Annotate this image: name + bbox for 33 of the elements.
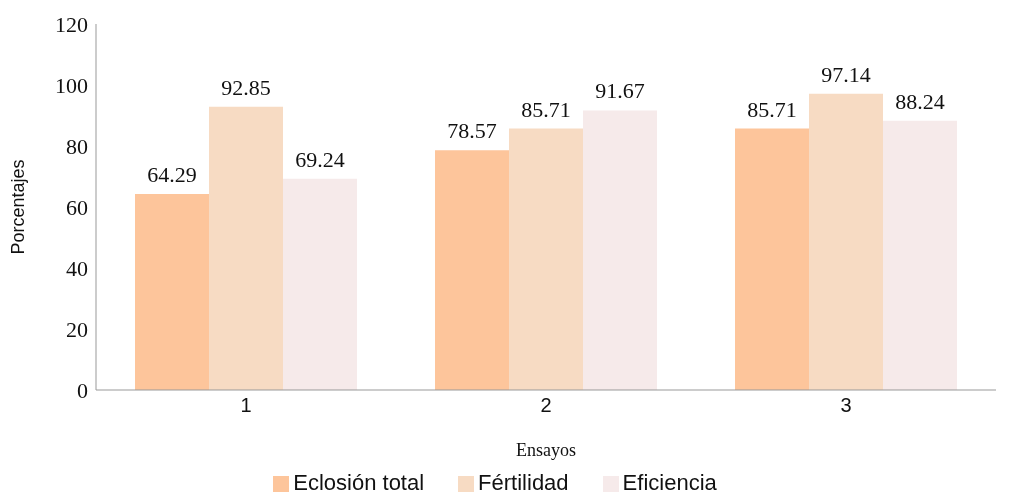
data-label: 69.24: [295, 146, 345, 172]
bar: [209, 106, 283, 390]
bar: [883, 120, 957, 390]
y-tick-label: 40: [66, 255, 88, 281]
data-label: 78.57: [447, 118, 497, 144]
data-label: 91.67: [595, 78, 645, 104]
x-tick-label: 2: [540, 394, 552, 417]
data-label: 85.71: [747, 96, 797, 122]
y-tick-label: 0: [77, 377, 88, 403]
bar: [809, 93, 883, 390]
data-label: 85.71: [521, 96, 571, 122]
legend-label: Eclosión total: [293, 470, 425, 495]
data-label: 92.85: [221, 74, 271, 100]
y-tick-label: 20: [66, 316, 88, 342]
x-axis-title: Ensayos: [516, 440, 576, 460]
y-axis-title: Porcentajes: [8, 159, 29, 255]
bar: [509, 128, 583, 390]
y-tick-label: 100: [55, 72, 88, 98]
legend-label: Fértilidad: [478, 470, 569, 495]
data-label: 97.14: [821, 61, 871, 87]
data-label: 64.29: [147, 161, 197, 187]
y-tick-label: 120: [55, 11, 88, 37]
bar: [735, 128, 809, 390]
data-label: 88.24: [895, 88, 945, 114]
x-tick-label: 3: [840, 394, 852, 417]
bar: [283, 178, 357, 390]
y-tick-label: 80: [66, 133, 88, 159]
y-tick-label: 60: [66, 194, 88, 220]
legend-label: Eficiencia: [622, 470, 717, 495]
x-tick-label: 1: [240, 394, 252, 417]
bar: [435, 150, 509, 390]
bar: [135, 193, 209, 390]
bar: [583, 110, 657, 390]
